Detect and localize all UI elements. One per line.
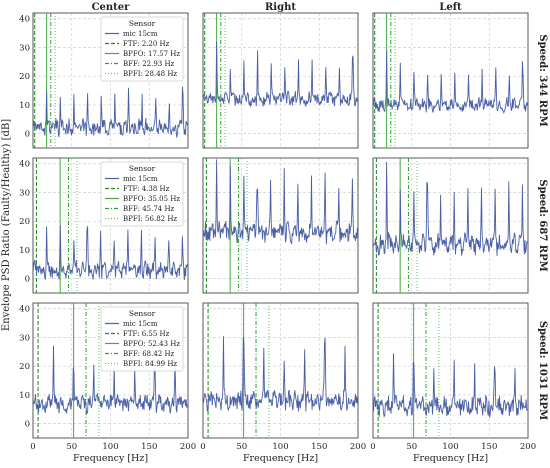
series-line bbox=[32, 345, 188, 415]
y-tick-label: 30 bbox=[19, 188, 30, 198]
panel-frame bbox=[372, 302, 529, 439]
panel bbox=[202, 157, 359, 294]
legend-entry: BFF: 68.42 Hz bbox=[123, 350, 175, 358]
panel-frame bbox=[372, 157, 529, 294]
series-line bbox=[372, 353, 528, 418]
panel: 0 10 20 30 40 Sensor mic 15cm FTF: 2.20 Hz BPFO:… bbox=[19, 12, 189, 149]
x-tick-label: 200 bbox=[350, 442, 366, 452]
panel-frame bbox=[372, 12, 529, 149]
legend-entry: mic 15cm bbox=[123, 175, 158, 183]
panel-frame bbox=[202, 12, 359, 149]
x-tick-label: 100 bbox=[442, 442, 458, 452]
y-tick-label: 0 bbox=[25, 275, 30, 285]
legend-box bbox=[100, 161, 184, 227]
y-tick-label: 30 bbox=[19, 43, 30, 53]
y-tick-label: 10 bbox=[19, 246, 30, 256]
series-line bbox=[32, 225, 188, 281]
panel bbox=[202, 12, 359, 149]
legend-entry: BPFI: 56.82 Hz bbox=[123, 215, 177, 223]
series-line bbox=[202, 336, 358, 412]
series-line bbox=[32, 86, 188, 138]
x-tick-label: 50 bbox=[66, 442, 77, 452]
panel bbox=[372, 157, 529, 294]
x-tick-label: 150 bbox=[481, 442, 497, 452]
legend-entry: BPFO: 52.43 Hz bbox=[123, 340, 180, 348]
legend-box bbox=[100, 16, 184, 82]
panel-frame bbox=[202, 157, 359, 294]
legend-entry: BFF: 45.74 Hz bbox=[123, 205, 175, 213]
legend-entry: mic 15cm bbox=[123, 30, 158, 38]
y-tick-label: 20 bbox=[19, 217, 30, 227]
legend-entry: BFF: 22.93 Hz bbox=[123, 60, 175, 68]
legend-title: Sensor bbox=[129, 19, 156, 28]
panel-frame bbox=[32, 157, 189, 294]
y-tick-label: 0 bbox=[25, 420, 30, 430]
y-tick-label: 20 bbox=[19, 72, 30, 82]
y-tick-label: 30 bbox=[19, 333, 30, 343]
x-tick-label: 50 bbox=[406, 442, 417, 452]
legend-entry: FTF: 4.38 Hz bbox=[123, 185, 170, 193]
x-tick-label: 50 bbox=[236, 442, 247, 452]
legend-entry: BPFO: 17.57 Hz bbox=[123, 50, 180, 58]
x-tick-label: 0 bbox=[30, 442, 35, 452]
column-title-left: Left bbox=[439, 2, 462, 13]
legend-title: Sensor bbox=[129, 164, 156, 173]
row-label: Speed: 687 RPM bbox=[537, 179, 548, 271]
series-line bbox=[372, 161, 528, 256]
legend-entry: BPFI: 28.48 Hz bbox=[123, 70, 177, 78]
x-tick-label: 200 bbox=[520, 442, 536, 452]
panel-frame bbox=[202, 302, 359, 439]
row-label: Speed: 1031 RPM bbox=[537, 321, 548, 420]
panels-group: Center Right Left Speed: 344 RPM 0 10 20 30 40 Se… bbox=[19, 2, 548, 464]
legend-box bbox=[100, 306, 184, 372]
legend-entry: mic 15cm bbox=[123, 320, 158, 328]
column-title-right: Right bbox=[265, 2, 296, 13]
column-title-center: Center bbox=[92, 2, 131, 13]
panel: 0 50 100 150 200 Frequency [Hz] bbox=[370, 302, 536, 464]
y-tick-label: 40 bbox=[19, 305, 30, 315]
y-tick-label: 10 bbox=[19, 391, 30, 401]
y-tick-label: 40 bbox=[19, 160, 30, 170]
x-tick-label: 150 bbox=[311, 442, 327, 452]
panel-frame bbox=[32, 12, 189, 149]
series-line bbox=[372, 50, 528, 115]
panel bbox=[372, 12, 529, 149]
x-tick-label: 0 bbox=[370, 442, 375, 452]
panel: 0 50 100 150 200 Frequency [Hz] bbox=[200, 302, 366, 464]
x-tick-label: 100 bbox=[272, 442, 288, 452]
legend-entry: BPFO: 35.05 Hz bbox=[123, 195, 180, 203]
row-label: Speed: 344 RPM bbox=[537, 34, 548, 126]
y-tick-label: 0 bbox=[25, 130, 30, 140]
legend-entry: BPFI: 84.99 Hz bbox=[123, 360, 177, 368]
series-line bbox=[202, 41, 358, 108]
legend-entry: FTF: 6.55 Hz bbox=[123, 330, 170, 338]
series-line bbox=[202, 159, 358, 245]
panel: 0 10 20 30 40 0 50 100 150 200 Frequency [Hz] Senso… bbox=[19, 302, 196, 464]
x-axis-label: Frequency [Hz] bbox=[243, 453, 318, 464]
y-axis-label: Envelope PSD Ratio (Faulty/Healthy) [dB] bbox=[1, 119, 12, 331]
x-tick-label: 150 bbox=[141, 442, 157, 452]
panel-frame bbox=[32, 302, 189, 439]
x-tick-label: 0 bbox=[200, 442, 205, 452]
x-axis-label: Frequency [Hz] bbox=[413, 453, 488, 464]
y-tick-label: 40 bbox=[19, 15, 30, 25]
x-tick-label: 100 bbox=[102, 442, 118, 452]
y-tick-label: 20 bbox=[19, 362, 30, 372]
panel: 0 10 20 30 40 Sensor mic 15cm FTF: 4.38 Hz BPFO:… bbox=[19, 157, 189, 294]
x-axis-label: Frequency [Hz] bbox=[73, 453, 148, 464]
legend-entry: FTF: 2.20 Hz bbox=[123, 40, 170, 48]
legend-title: Sensor bbox=[129, 309, 156, 318]
x-tick-label: 200 bbox=[180, 442, 196, 452]
y-tick-label: 10 bbox=[19, 101, 30, 111]
